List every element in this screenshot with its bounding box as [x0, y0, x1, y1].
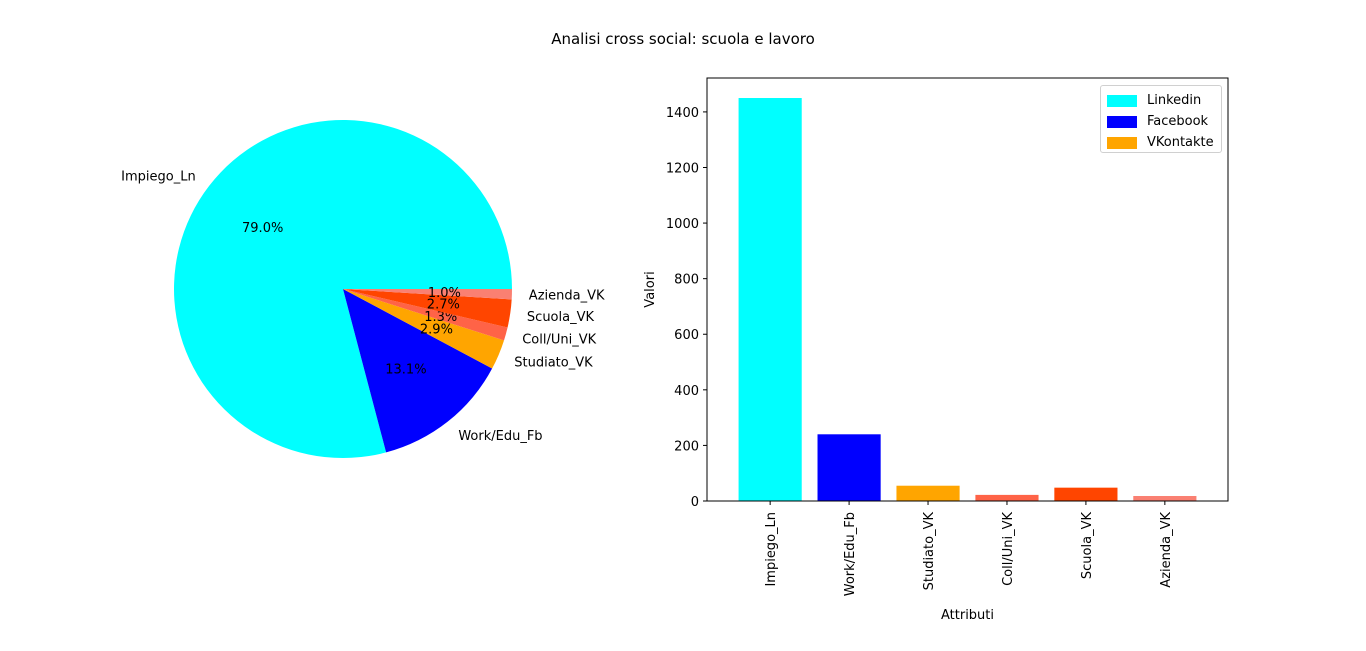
y-tick-label-800: 800 [674, 273, 699, 288]
y-tick-label-400: 400 [674, 384, 699, 399]
legend-swatch-facebook [1107, 115, 1137, 128]
legend-item-vkontakte: VKontakte [1107, 132, 1215, 153]
y-axis-label: Valori [643, 271, 658, 307]
x-tick-label-scuola-vk: Scuola_VK [1080, 512, 1095, 580]
pie-label-impiego-ln: Impiego_Ln [121, 170, 196, 185]
pie-percent-impiego-ln: 79.0% [242, 221, 283, 236]
bar-scuola-vk [1054, 487, 1118, 501]
pie-slice-coll-uni-vk [343, 289, 508, 341]
pie-percent-azienda-vk: 1.0% [428, 286, 461, 301]
y-tick-label-0: 0 [691, 495, 699, 510]
y-tick-label-200: 200 [674, 439, 699, 454]
x-axis-label: Attributi [941, 608, 994, 623]
pie-percent-studiato-vk: 2.9% [420, 322, 453, 337]
pie-label-scuola-vk: Scuola_VK [527, 310, 595, 325]
pie-percent-work-edu-fb: 13.1% [385, 363, 426, 378]
y-tick-label-1000: 1000 [666, 217, 699, 232]
figure-title: Analisi cross social: scuola e lavoro [551, 30, 815, 48]
bar-legend: Linkedin Facebook VKontakte [1100, 85, 1222, 153]
pie-slice-studiato-vk [343, 289, 505, 369]
y-tick-label-1400: 1400 [666, 106, 699, 121]
pie-label-azienda-vk: Azienda_VK [529, 289, 605, 304]
legend-item-facebook: Facebook [1107, 111, 1215, 132]
bar-azienda-vk [1133, 495, 1197, 501]
legend-label-facebook: Facebook [1147, 114, 1209, 129]
x-tick-label-impiego-ln: Impiego_Ln [764, 512, 779, 587]
pie-label-coll-uni-vk: Coll/Uni_VK [522, 332, 596, 347]
pie-percent-scuola-vk: 2.7% [427, 298, 460, 313]
pie-slice-azienda-vk [343, 289, 512, 300]
bar-work-edu-fb [817, 434, 881, 501]
x-tick-label-coll-uni-vk: Coll/Uni_VK [1001, 512, 1016, 586]
pie-slice-impiego-ln [173, 120, 512, 458]
x-tick-label-work-edu-fb: Work/Edu_Fb [843, 512, 858, 596]
pie-label-work-edu-fb: Work/Edu_Fb [458, 429, 542, 444]
x-tick-label-studiato-vk: Studiato_VK [922, 512, 937, 591]
bar-studiato-vk [896, 485, 960, 501]
bar-coll-uni-vk [975, 494, 1039, 501]
legend-label-linkedin: Linkedin [1147, 93, 1202, 108]
legend-swatch-linkedin [1107, 94, 1137, 107]
legend-label-vkontakte: VKontakte [1147, 135, 1214, 150]
pie-slice-scuola-vk [343, 289, 512, 328]
legend-swatch-vkontakte [1107, 136, 1137, 149]
pie-slice-work-edu-fb [343, 289, 493, 453]
legend-item-linkedin: Linkedin [1107, 90, 1215, 111]
bar-impiego-ln [738, 98, 802, 502]
y-tick-label-600: 600 [674, 328, 699, 343]
plot-frame [706, 77, 1229, 502]
pie-label-studiato-vk: Studiato_VK [514, 355, 593, 370]
y-tick-label-1200: 1200 [666, 161, 699, 176]
x-tick-label-azienda-vk: Azienda_VK [1159, 512, 1174, 588]
